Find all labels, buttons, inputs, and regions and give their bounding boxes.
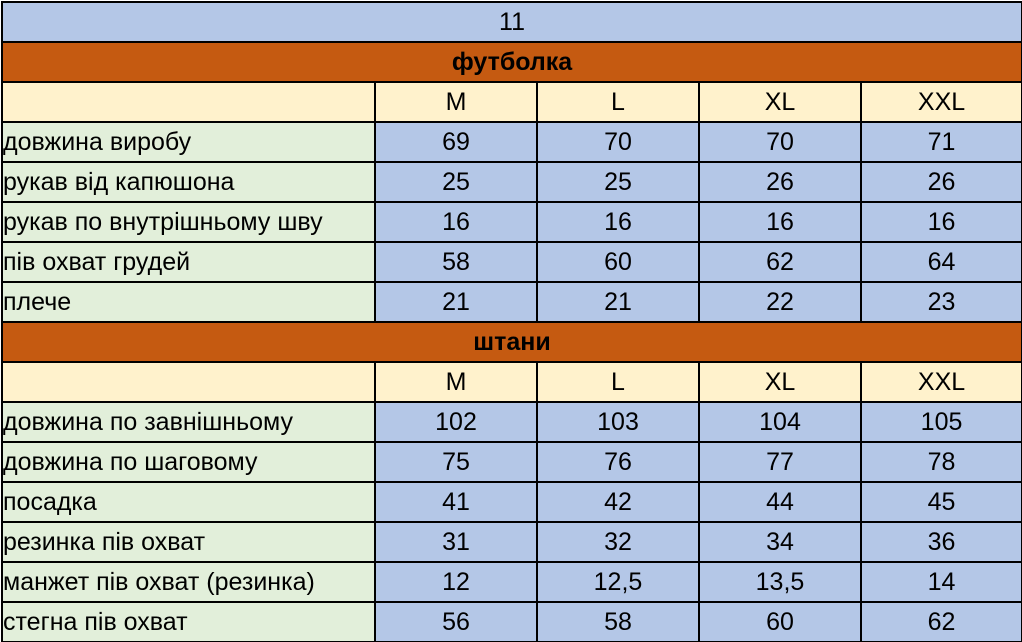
measurement-value: 32 <box>536 521 700 563</box>
measurement-value: 16 <box>536 201 700 243</box>
section-title: штани <box>0 321 1022 363</box>
size-header-cell: XL <box>698 81 862 123</box>
table-row: плече 21 21 22 23 <box>1 281 1022 323</box>
measurement-value: 16 <box>698 201 862 243</box>
measurement-label: рукав від капюшона <box>1 161 376 203</box>
size-header-cell: XL <box>698 361 862 403</box>
measurement-value: 105 <box>859 401 1022 443</box>
measurement-value: 34 <box>698 521 862 563</box>
size-header-cell: M <box>374 81 538 123</box>
measurement-label: пів охват грудей <box>1 241 376 283</box>
table-row: пів охват грудей 58 60 62 64 <box>1 241 1022 283</box>
measurement-value: 103 <box>536 401 700 443</box>
table-row: довжина по шаговому 75 76 77 78 <box>1 441 1022 483</box>
measurement-value: 64 <box>859 241 1022 283</box>
size-header-row: M L XL XXL <box>1 361 1022 403</box>
measurement-label: плече <box>1 281 376 323</box>
measurement-value: 58 <box>536 601 700 642</box>
measurement-label: стегна пів охват <box>1 601 376 642</box>
measurement-value: 23 <box>859 281 1022 323</box>
measurement-value: 21 <box>536 281 700 323</box>
measurement-value: 25 <box>536 161 700 203</box>
measurement-value: 70 <box>536 121 700 163</box>
table-row: посадка 41 42 44 45 <box>1 481 1022 523</box>
measurement-label: довжина по завнішньому <box>1 401 376 443</box>
measurement-value: 102 <box>374 401 538 443</box>
section-title: футболка <box>0 41 1022 83</box>
measurement-value: 44 <box>698 481 862 523</box>
measurement-value: 75 <box>374 441 538 483</box>
measurement-value: 16 <box>374 201 538 243</box>
measurement-label: довжина виробу <box>1 121 376 163</box>
measurement-value: 69 <box>374 121 538 163</box>
measurement-value: 12,5 <box>536 561 700 603</box>
measurement-value: 42 <box>536 481 700 523</box>
table-title: 11 <box>0 1 1022 43</box>
measurement-value: 14 <box>859 561 1022 603</box>
table-row: рукав по внутрішньому шву 16 16 16 16 <box>1 201 1022 243</box>
measurement-label: посадка <box>1 481 376 523</box>
size-header-cell: XXL <box>859 81 1022 123</box>
table-row: довжина виробу 69 70 70 71 <box>1 121 1022 163</box>
measurement-value: 60 <box>536 241 700 283</box>
measurement-value: 58 <box>374 241 538 283</box>
measurement-label: манжет пів охват (резинка) <box>1 561 376 603</box>
measurement-value: 13,5 <box>698 561 862 603</box>
measurement-value: 76 <box>536 441 700 483</box>
measurement-label: резинка пів охват <box>1 521 376 563</box>
measurement-value: 62 <box>698 241 862 283</box>
measurement-value: 45 <box>859 481 1022 523</box>
header-corner-cell <box>1 361 376 403</box>
measurement-value: 26 <box>859 161 1022 203</box>
table-row: резинка пів охват 31 32 34 36 <box>1 521 1022 563</box>
table-row: рукав від капюшона 25 25 26 26 <box>1 161 1022 203</box>
size-header-cell: XXL <box>859 361 1022 403</box>
table-row: довжина по завнішньому 102 103 104 105 <box>1 401 1022 443</box>
measurement-value: 71 <box>859 121 1022 163</box>
size-header-cell: L <box>536 81 700 123</box>
header-corner-cell <box>1 81 376 123</box>
size-header-row: M L XL XXL <box>1 81 1022 123</box>
table-row: манжет пів охват (резинка) 12 12,5 13,5 14 <box>1 561 1022 603</box>
measurement-value: 36 <box>859 521 1022 563</box>
measurement-value: 104 <box>698 401 862 443</box>
measurement-label: рукав по внутрішньому шву <box>1 201 376 243</box>
measurement-value: 22 <box>698 281 862 323</box>
measurement-value: 25 <box>374 161 538 203</box>
measurement-value: 41 <box>374 481 538 523</box>
measurement-value: 12 <box>374 561 538 603</box>
measurement-value: 56 <box>374 601 538 642</box>
measurement-value: 31 <box>374 521 538 563</box>
measurement-value: 60 <box>698 601 862 642</box>
measurement-value: 26 <box>698 161 862 203</box>
measurement-value: 77 <box>698 441 862 483</box>
measurement-label: довжина по шаговому <box>1 441 376 483</box>
table-row: стегна пів охват 56 58 60 62 <box>1 601 1022 642</box>
title-row: 11 <box>0 1 1022 43</box>
measurement-value: 21 <box>374 281 538 323</box>
section-row: штани <box>0 321 1022 363</box>
size-header-cell: L <box>536 361 700 403</box>
measurement-value: 70 <box>698 121 862 163</box>
size-header-cell: M <box>374 361 538 403</box>
measurement-value: 78 <box>859 441 1022 483</box>
measurement-value: 16 <box>859 201 1022 243</box>
section-row: футболка <box>0 41 1022 83</box>
measurement-value: 62 <box>859 601 1022 642</box>
